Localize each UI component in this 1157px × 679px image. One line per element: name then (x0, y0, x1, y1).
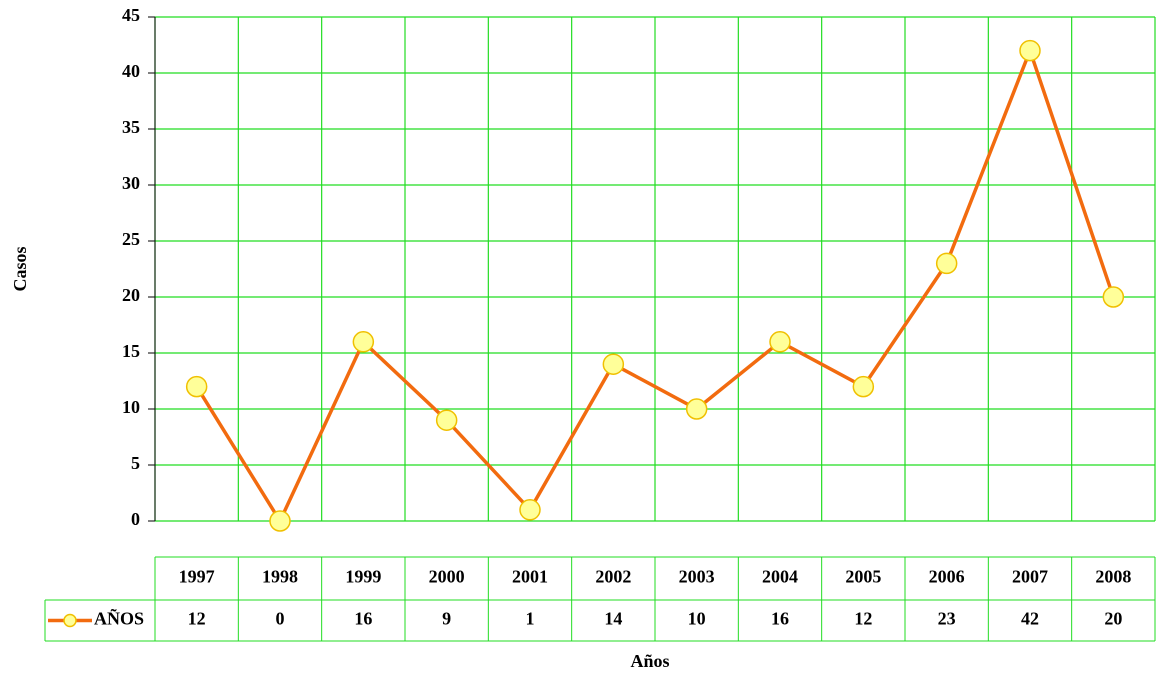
y-tick-label: 30 (122, 173, 140, 193)
marker (935, 252, 958, 275)
table-value: 16 (354, 609, 372, 629)
table-value: 1 (526, 609, 535, 629)
table-value: 14 (604, 609, 622, 629)
table-category: 1998 (262, 567, 298, 587)
marker (269, 510, 291, 532)
table-value: 42 (1021, 609, 1039, 629)
x-axis-label: Años (630, 651, 669, 671)
table-category: 2002 (595, 567, 631, 587)
marker (852, 375, 875, 398)
table-category: 1999 (345, 567, 381, 587)
table-category: 2003 (679, 567, 715, 587)
y-tick-label: 45 (122, 5, 140, 25)
marker (519, 499, 541, 521)
marker (1102, 286, 1125, 308)
table-category: 2000 (429, 567, 465, 587)
y-tick-label: 5 (131, 453, 140, 473)
marker (685, 398, 708, 420)
table-category: 2005 (845, 567, 881, 587)
marker (602, 353, 625, 375)
marker (352, 331, 375, 353)
marker (435, 409, 458, 431)
table-value: 12 (854, 609, 872, 629)
table-category: 2008 (1095, 567, 1131, 587)
table-value: 10 (688, 609, 706, 629)
line-series (195, 45, 1115, 525)
y-tick-label: 25 (122, 229, 140, 249)
y-tick-label: 15 (122, 341, 140, 361)
y-tick-label: 20 (122, 285, 140, 305)
table-value: 0 (276, 609, 285, 629)
y-axis-label: Casos (10, 246, 30, 291)
legend-label: AÑOS (94, 608, 144, 629)
table-category: 2006 (929, 567, 965, 587)
y-tick-label: 40 (122, 61, 140, 81)
marker (185, 375, 208, 398)
y-tick-label: 35 (122, 117, 140, 137)
table-category: 2007 (1012, 567, 1048, 587)
table-value: 16 (771, 609, 789, 629)
legend-marker (63, 613, 77, 628)
marker (1019, 39, 1041, 62)
table-value: 9 (442, 609, 451, 629)
y-tick-label: 0 (131, 509, 140, 529)
marker (769, 331, 791, 353)
table-category: 1997 (179, 567, 215, 587)
table-value: 12 (188, 609, 206, 629)
table-category: 2001 (512, 567, 548, 587)
table-value: 20 (1104, 609, 1122, 629)
table-value: 23 (938, 609, 956, 629)
table-category: 2004 (762, 567, 798, 587)
y-tick-label: 10 (122, 397, 140, 417)
